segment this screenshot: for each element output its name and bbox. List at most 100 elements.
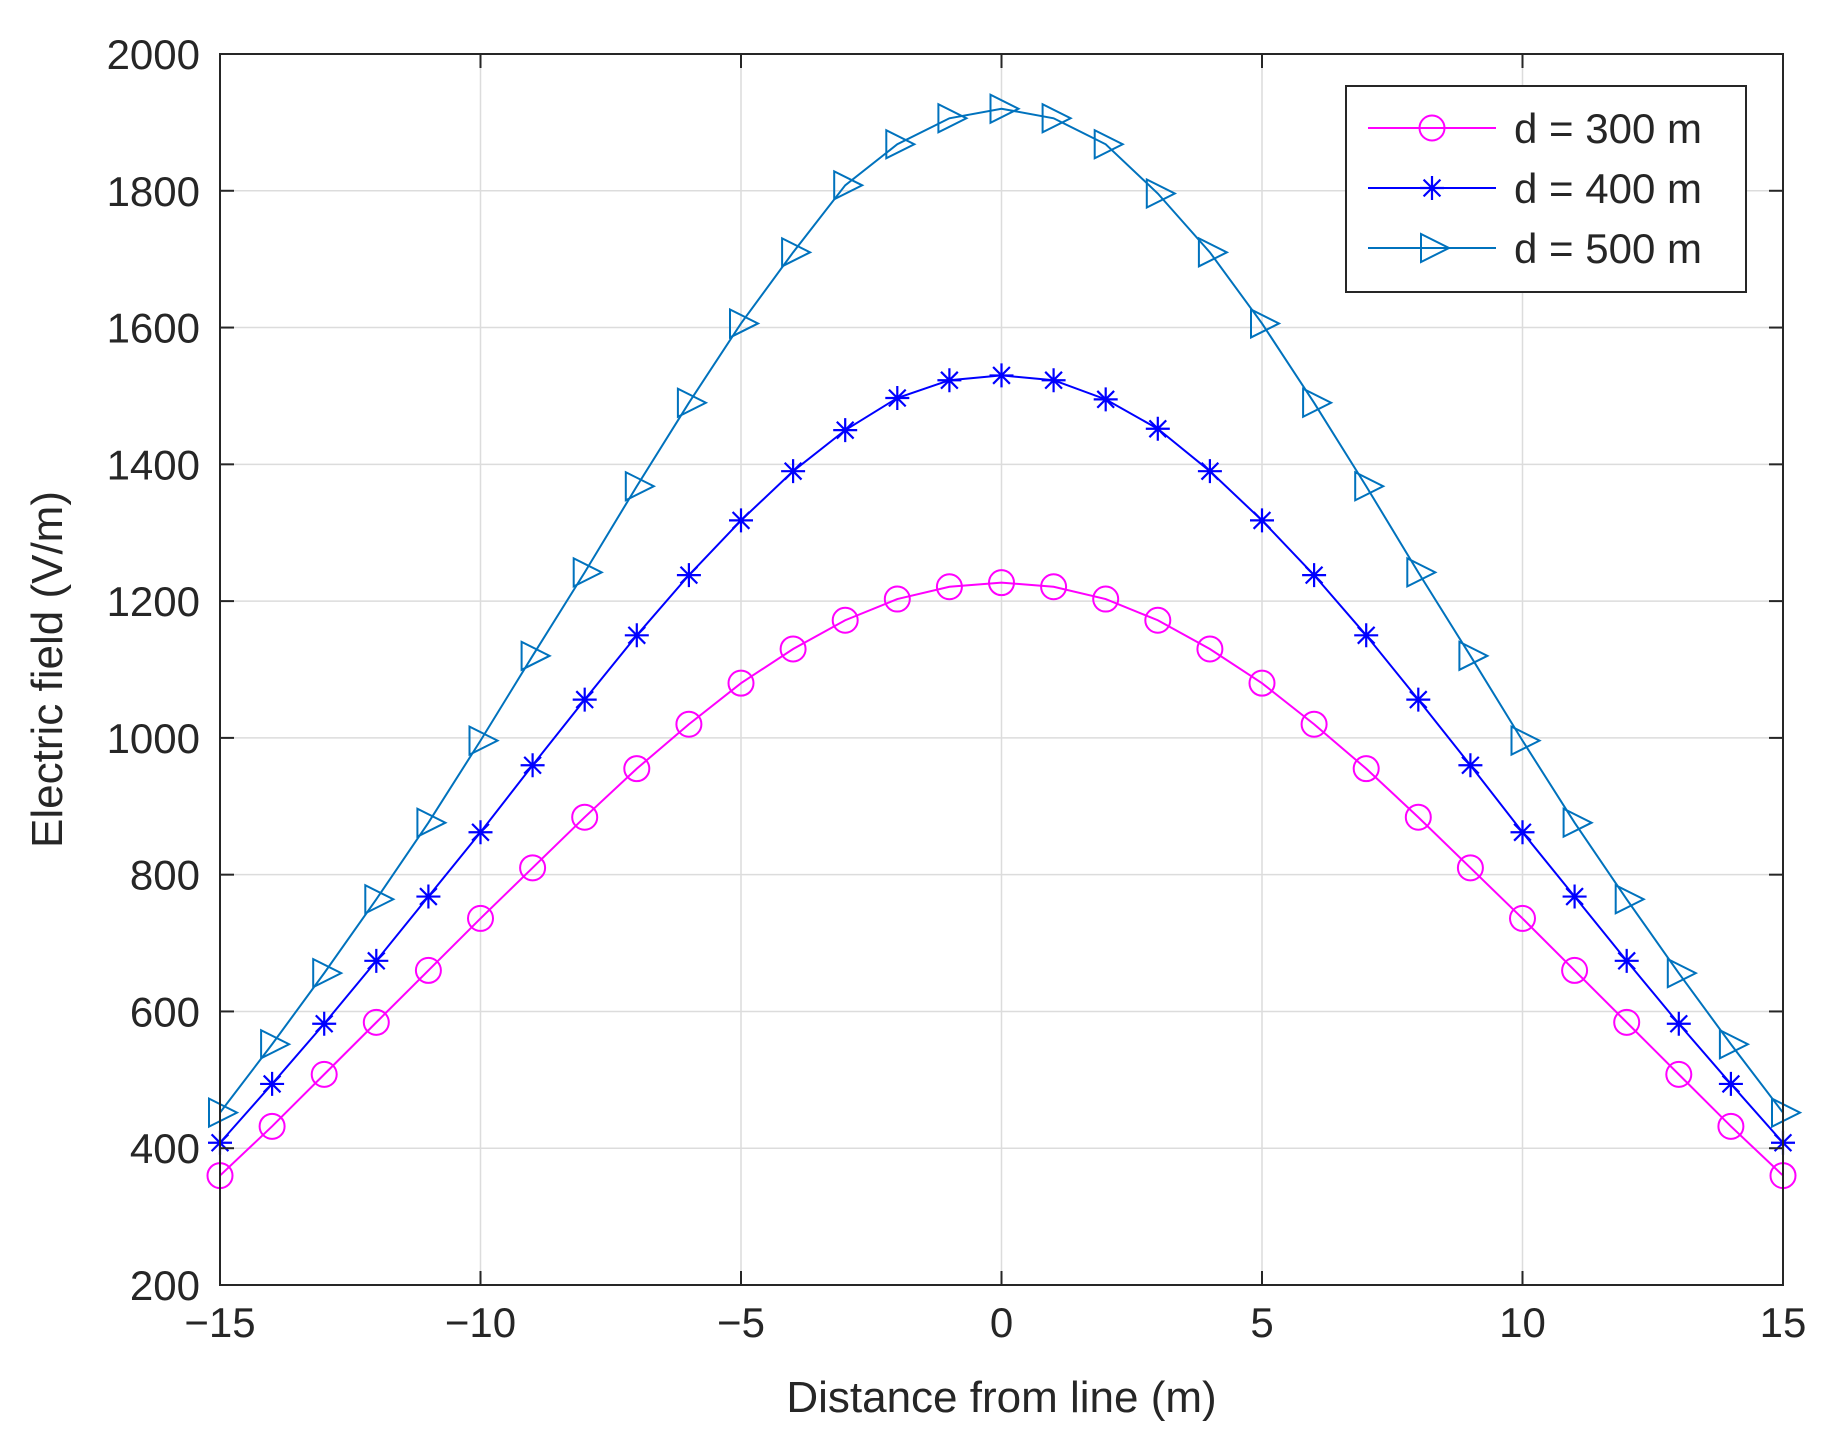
x-tick-label: −15 [184, 1299, 255, 1346]
x-tick-label: 15 [1760, 1299, 1807, 1346]
data-point-triangle-right [1406, 556, 1438, 589]
data-point-triangle-right [1093, 128, 1125, 160]
data-point-asterisk [572, 687, 597, 712]
data-point-triangle-right [1771, 1097, 1803, 1129]
data-point-asterisk [676, 563, 701, 588]
data-point-circle [727, 669, 755, 697]
data-point-triangle-right [1041, 102, 1073, 134]
legend-label: d = 400 m [1514, 165, 1702, 212]
y-tick-label: 400 [130, 1125, 200, 1172]
data-point-circle [935, 573, 963, 601]
data-point-triangle-right [1145, 177, 1178, 210]
legend-label: d = 300 m [1514, 105, 1702, 152]
data-point-triangle-right [1510, 725, 1542, 757]
y-tick-label: 1400 [107, 441, 200, 488]
data-point-triangle-right [572, 556, 604, 589]
data-point-circle [1613, 1008, 1641, 1036]
data-point-asterisk [1250, 508, 1274, 533]
y-tick-label: 2000 [107, 31, 200, 78]
data-point-triangle-right [885, 128, 917, 160]
data-point-circle [1404, 803, 1432, 831]
data-point-triangle-right [468, 725, 500, 757]
data-point-circle [779, 635, 807, 663]
data-point-circle [1092, 585, 1120, 613]
x-tick-label: −10 [445, 1299, 516, 1346]
y-axis-label: Electric field (V/m) [23, 491, 72, 848]
data-point-asterisk [1420, 176, 1444, 200]
data-point-asterisk [729, 508, 753, 533]
data-point-asterisk [1718, 1071, 1743, 1096]
data-point-triangle-right [676, 387, 709, 419]
legend-entry: d = 400 m [1368, 165, 1702, 212]
series-2 [208, 363, 1795, 1155]
y-tick-label: 800 [130, 852, 200, 899]
x-tick-label: −5 [717, 1299, 765, 1346]
data-point-circle [883, 585, 911, 613]
data-point-circle [623, 755, 651, 783]
series-line [219, 107, 1784, 1114]
data-point-triangle-right [1250, 307, 1282, 340]
data-point-circle [675, 710, 703, 738]
data-point-asterisk [1302, 563, 1327, 588]
data-point-triangle-right [416, 807, 448, 839]
data-point-triangle-right [1666, 957, 1699, 989]
legend-label: d = 500 m [1514, 225, 1702, 272]
legend-entry: d = 300 m [1368, 105, 1702, 152]
data-point-asterisk [885, 385, 910, 410]
data-point-circle [1300, 710, 1328, 738]
data-series [206, 93, 1803, 1190]
data-point-circle [362, 1008, 390, 1036]
data-point-circle [519, 854, 547, 882]
data-point-triangle-right [364, 883, 396, 915]
data-point-asterisk [1197, 459, 1222, 484]
x-tick-label: 10 [1499, 1299, 1546, 1346]
data-point-triangle-right [1614, 883, 1646, 915]
data-point-circle [310, 1060, 338, 1088]
data-point-triangle-right [1458, 640, 1490, 672]
data-point-asterisk [833, 418, 858, 443]
data-point-circle [1561, 956, 1589, 984]
data-point-triangle-right [624, 470, 657, 502]
data-point-triangle-right [208, 1097, 240, 1129]
y-tick-label: 600 [130, 988, 200, 1035]
data-point-asterisk [1666, 1011, 1691, 1036]
data-point-asterisk [1562, 884, 1587, 909]
data-point-asterisk [937, 368, 962, 393]
data-point-triangle-right [989, 93, 1021, 125]
data-point-triangle-right [729, 307, 761, 340]
data-point-asterisk [312, 1011, 337, 1036]
legend-entries: d = 300 m d = 400 m d = 500 m [1368, 105, 1702, 272]
data-point-triangle-right [781, 236, 813, 268]
data-point-triangle-right [833, 169, 865, 201]
data-point-circle [1144, 606, 1172, 634]
data-point-circle [1717, 1112, 1745, 1140]
data-point-asterisk [364, 948, 389, 973]
data-point-triangle-right [1197, 236, 1230, 268]
series-1 [206, 569, 1797, 1190]
data-point-triangle-right [260, 1028, 292, 1060]
data-point-asterisk [416, 884, 441, 909]
data-point-asterisk [260, 1071, 285, 1096]
data-point-asterisk [1145, 416, 1170, 441]
data-point-circle [1248, 669, 1276, 697]
axis-ticks: −15 −10 −5 0 5 10 15 200 400 600 800 1000 1200 1400 16… [107, 31, 1807, 1346]
data-point-triangle-right [1562, 807, 1594, 839]
y-tick-label: 1200 [107, 578, 200, 625]
data-point-asterisk [1354, 623, 1379, 648]
data-point-circle [831, 606, 859, 634]
x-axis-label: Distance from line (m) [786, 1373, 1216, 1422]
data-point-circle [1665, 1060, 1693, 1088]
y-tick-label: 1000 [107, 715, 200, 762]
data-point-circle [467, 904, 494, 932]
data-point-triangle-right [312, 957, 344, 989]
data-point-circle [414, 956, 442, 984]
y-tick-label: 1600 [107, 305, 200, 352]
data-point-circle [1509, 904, 1536, 932]
legend: d = 300 m d = 400 m d = 500 m [1345, 85, 1747, 293]
x-tick-label: 0 [990, 1299, 1013, 1346]
data-point-circle [258, 1112, 286, 1140]
data-point-triangle-right [1302, 387, 1334, 419]
data-point-asterisk [1406, 687, 1431, 712]
